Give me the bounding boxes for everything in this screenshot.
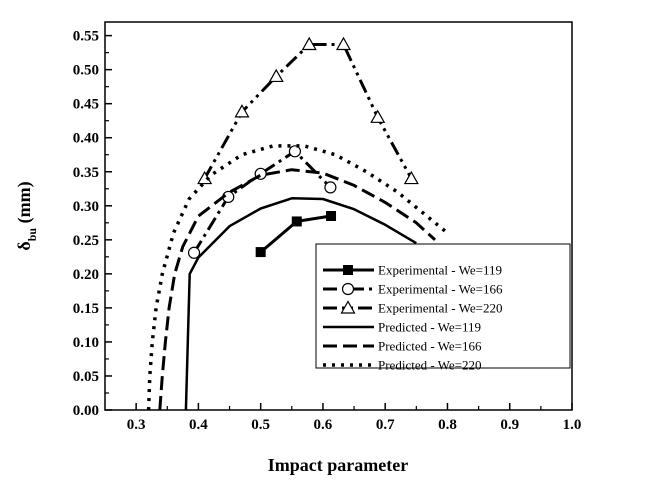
data-point-s3-3 [268, 68, 284, 83]
series-1 [255, 211, 337, 258]
x-tick-label-8: 1.0 [563, 417, 582, 433]
y-tick-label-10: 0.45 [73, 97, 99, 113]
y-tick-label-7: 0.30 [73, 199, 99, 215]
y-tick-label-9: 0.40 [73, 131, 99, 147]
data-point-s2-4 [288, 145, 302, 158]
x-tick-label-5: 0.7 [376, 417, 395, 433]
x-axis-title: Impact parameter [268, 455, 408, 475]
y-tick-label-6: 0.25 [73, 233, 99, 249]
data-point-s2-5 [324, 181, 337, 194]
y-tick-label-4: 0.15 [73, 301, 99, 317]
y-axis-title-unit: (mm) [14, 181, 35, 227]
series-line-4 [184, 197, 417, 410]
x-tick-label-4: 0.6 [314, 417, 333, 433]
y-tick-label-3: 0.10 [73, 335, 99, 351]
data-point-s3-4 [301, 36, 317, 51]
data-point-s1-3 [326, 211, 337, 221]
y-tick-label-8: 0.35 [73, 165, 99, 181]
y-axis-title: δbu (mm) [14, 181, 39, 250]
plot-frame [104, 21, 573, 411]
data-point-s3-6 [370, 109, 386, 123]
legend-marker-1 [343, 265, 353, 275]
legend-label-5: Predicted - We=166 [378, 339, 482, 354]
legend-box [315, 243, 571, 369]
y-tick-label-12: 0.55 [73, 29, 99, 45]
y-tick-label-5: 0.20 [73, 267, 99, 283]
legend-marker-3 [340, 300, 356, 314]
y-axis-title-sub: bu [25, 228, 39, 242]
legend-marker-2 [341, 282, 355, 296]
data-point-s1-1 [255, 247, 266, 258]
data-point-s3-5 [335, 36, 352, 51]
legend-label-6: Predicted - We=220 [378, 358, 482, 373]
x-tick-label-6: 0.8 [438, 417, 457, 433]
legend-label-4: Predicted - We=119 [378, 320, 481, 335]
x-tick-label-1: 0.3 [127, 417, 146, 433]
legend-label-2: Experimental - We=166 [378, 282, 503, 297]
data-point-s2-1 [187, 246, 201, 259]
data-point-s1-2 [291, 216, 302, 227]
y-tick-label-2: 0.05 [73, 369, 99, 385]
legend-label-1: Experimental - We=119 [378, 263, 502, 278]
y-tick-label-11: 0.50 [73, 63, 99, 79]
x-tick-label-2: 0.4 [189, 417, 208, 433]
y-axis-title-main: δ [14, 241, 34, 250]
x-tick-label-7: 0.9 [500, 417, 519, 433]
x-tick-label-3: 0.5 [251, 417, 270, 433]
series-line-2 [192, 149, 332, 254]
series-4 [184, 197, 417, 410]
data-point-s3-7 [403, 170, 419, 185]
legend-label-3: Experimental - We=220 [378, 301, 502, 316]
y-tick-label-1: 0.00 [73, 403, 99, 419]
data-point-s3-2 [234, 104, 250, 118]
